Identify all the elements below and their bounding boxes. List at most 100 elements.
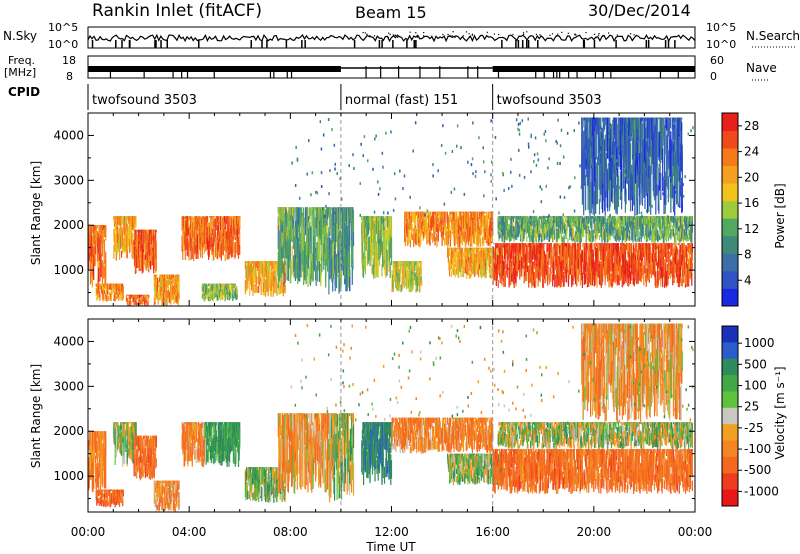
power-pixel [490, 211, 492, 218]
power-pixel [550, 254, 552, 268]
nsearch-dot [522, 32, 525, 34]
power-pixel [90, 231, 92, 257]
power-pixel [220, 243, 222, 259]
power-pixel [223, 230, 226, 246]
power-pixel [299, 208, 301, 221]
power-pixel [181, 216, 183, 230]
power-pixel [458, 249, 460, 261]
power-pixel [247, 275, 249, 289]
power-pixel [485, 268, 487, 277]
power-pixel [413, 235, 415, 248]
power-pixel [409, 211, 411, 219]
power-pixel [120, 289, 122, 296]
power-pixel [100, 288, 102, 294]
power-pixel [414, 262, 416, 272]
power-pixel [104, 252, 106, 276]
power-pixel [236, 216, 238, 231]
power-pixel [385, 216, 387, 229]
power-pixel [213, 216, 215, 218]
power-pixel [119, 241, 121, 260]
nsearch-top-tick: 10^5 [706, 21, 736, 34]
power-pixel [224, 292, 226, 302]
power-pixel [430, 211, 432, 221]
power-pixel [222, 289, 224, 296]
power-pixel [519, 268, 521, 280]
nsearch-dot [595, 36, 597, 39]
power-pixel [323, 207, 325, 215]
power-pixel [476, 211, 479, 220]
power-pixel [337, 235, 339, 263]
power-pixel [410, 261, 412, 271]
power-pixel [382, 222, 384, 242]
power-pixel [452, 247, 454, 249]
power-pixel [311, 207, 313, 227]
power-pixel [143, 229, 145, 239]
power-pixel [206, 285, 208, 293]
power-pixel [538, 258, 540, 270]
power-pixel [130, 296, 132, 299]
power-pixel [213, 283, 215, 292]
power-pixel [688, 246, 690, 269]
power-pixel [117, 284, 119, 289]
nsearch-dot [539, 34, 541, 36]
power-pixel [460, 247, 462, 251]
power-pixel [327, 207, 329, 212]
power-pixel [225, 288, 227, 294]
power-pixel [225, 231, 227, 239]
power-pixel [244, 261, 246, 264]
power-pixel [526, 265, 528, 281]
power-pixel [105, 283, 107, 286]
power-pixel [460, 267, 462, 278]
nsearch-dot [512, 34, 514, 36]
power-pixel [139, 258, 141, 268]
power-pixel [273, 281, 276, 293]
power-pixel [127, 232, 129, 250]
power-pixel [407, 223, 410, 230]
power-pixel [92, 225, 94, 248]
power-pixel [511, 216, 513, 220]
power-pixel [442, 234, 444, 241]
power-pixel [158, 280, 160, 288]
power-pixel [399, 262, 401, 278]
power-pixel [236, 294, 238, 299]
power-pixel [287, 207, 289, 209]
power-pixel [263, 261, 265, 268]
power-pixel [464, 248, 466, 264]
power-pixel [450, 247, 453, 255]
power-pixel [263, 282, 265, 292]
power-pixel [203, 283, 205, 290]
power-pixel [296, 207, 298, 239]
power-pixel [229, 283, 231, 285]
power-pixel [177, 282, 179, 292]
power-pixel [381, 224, 383, 237]
power-pixel [208, 283, 210, 286]
power-pixel [492, 246, 494, 259]
power-pixel [315, 252, 317, 278]
power-pixel [114, 292, 116, 301]
power-pixel [528, 243, 530, 248]
power-pixel [131, 294, 133, 299]
nsky-label: N.Sky [3, 29, 37, 43]
power-pixel [468, 247, 470, 255]
power-pixel [311, 207, 313, 215]
power-pixel [483, 247, 485, 252]
power-pixel [516, 253, 518, 263]
power-pixel [426, 215, 428, 231]
power-pixel [229, 286, 231, 293]
power-pixel [96, 283, 98, 287]
power-pixel [275, 261, 277, 265]
power-pixel [141, 231, 143, 252]
power-pixel [472, 217, 474, 235]
power-pixel [456, 267, 458, 276]
power-pixel [402, 262, 404, 276]
power-pixel [96, 283, 99, 285]
power-pixel [311, 207, 313, 209]
power-pixel [136, 236, 138, 243]
power-pixel [522, 257, 524, 269]
power-pixel [461, 247, 463, 255]
power-pixel [227, 216, 229, 238]
power-pixel [528, 271, 530, 282]
power-pixel [485, 215, 487, 225]
power-pixel [222, 239, 224, 255]
power-pixel [490, 211, 492, 213]
